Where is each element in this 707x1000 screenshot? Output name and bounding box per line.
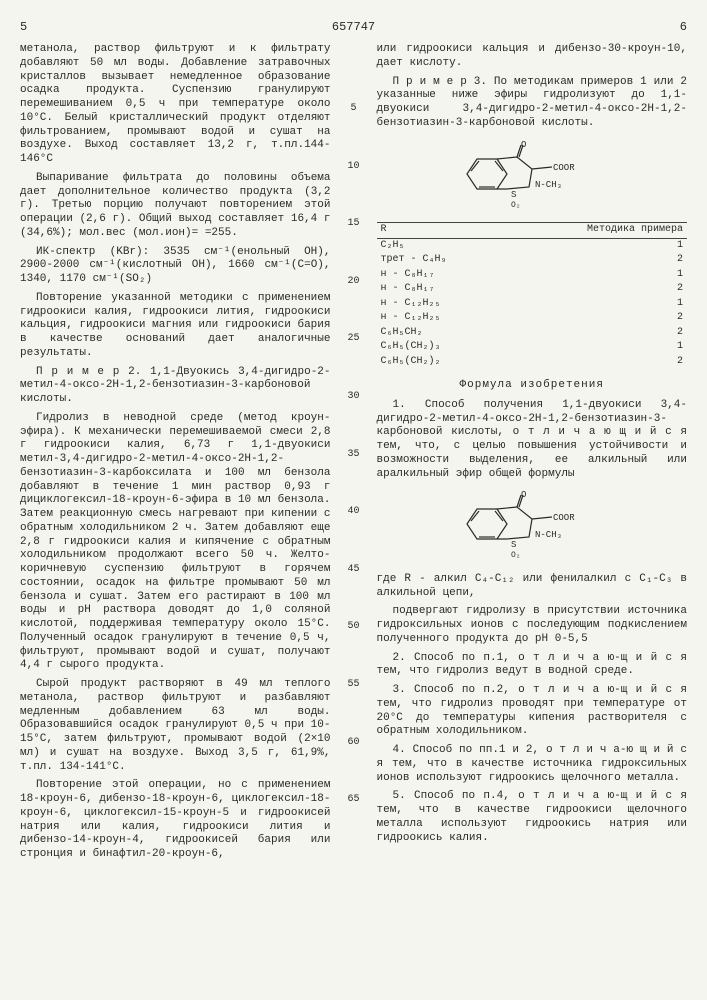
claim: 5. Способ по п.4, о т л и ч а ю-щ и й с …	[377, 790, 688, 845]
table-row: C₆H₅CH₂2	[377, 326, 688, 341]
cell-method: 2	[506, 282, 687, 297]
cell-r: н - C₁₂H₂₅	[377, 311, 506, 326]
cell-r: C₂H₅	[377, 238, 506, 253]
table-row: н - C₈H₁₇2	[377, 282, 688, 297]
table-row: н - C₈H₁₇1	[377, 268, 688, 283]
cell-method: 1	[506, 297, 687, 312]
table-row: C₆H₅(CH₂)₂2	[377, 355, 688, 370]
svg-text:COOR: COOR	[553, 513, 575, 523]
claims-title: Формула изобретения	[377, 379, 688, 393]
th-method: Методика примера	[506, 223, 687, 239]
para: Сырой продукт растворяют в 49 мл теплого…	[20, 678, 331, 774]
line-num: 5	[350, 103, 356, 116]
line-num: 45	[347, 564, 359, 577]
page-header: 5 657747 6	[20, 20, 687, 35]
cell-r: C₆H₅(CH₂)₂	[377, 355, 506, 370]
claim-where: где R - алкил C₄-C₁₂ или фенилалкил с C₁…	[377, 573, 688, 601]
para: Выпаривание фильтрата до половины объема…	[20, 172, 331, 241]
svg-text:S: S	[511, 540, 516, 550]
table-row: н - C₁₂H₂₅2	[377, 311, 688, 326]
cell-method: 2	[506, 326, 687, 341]
line-num: 60	[347, 737, 359, 750]
cell-r: C₆H₅CH₂	[377, 326, 506, 341]
claim: 4. Способ по пп.1 и 2, о т л и ч а-ю щ и…	[377, 744, 688, 785]
example-heading: П р и м е р 3. По методикам примеров 1 и…	[377, 76, 688, 131]
svg-text:O: O	[521, 140, 526, 150]
claim: 3. Способ по п.2, о т л и ч а ю-щ и й с …	[377, 684, 688, 739]
para: ИК-спектр (KBr): 3535 см⁻¹(енольный OH),…	[20, 246, 331, 287]
line-num: 40	[347, 506, 359, 519]
para: метанола, раствор фильтруют и к фильтрат…	[20, 43, 331, 167]
cell-r: н - C₁₂H₂₅	[377, 297, 506, 312]
line-num: 65	[347, 794, 359, 807]
svg-text:N-CH₃: N-CH₃	[535, 530, 562, 540]
table-row: C₂H₅1	[377, 238, 688, 253]
svg-text:COOR: COOR	[553, 163, 575, 173]
chemical-structure-1: O COOR N-CH₃ S O₂	[377, 139, 688, 215]
left-column: метанола, раствор фильтруют и к фильтрат…	[20, 43, 331, 867]
svg-text:O₂: O₂	[511, 201, 521, 209]
two-column-layout: метанола, раствор фильтруют и к фильтрат…	[20, 43, 687, 867]
cell-method: 1	[506, 340, 687, 355]
patent-number: 657747	[332, 20, 375, 35]
table-row: трет - C₄H₉2	[377, 253, 688, 268]
line-num: 10	[347, 161, 359, 174]
para: Повторение этой операции, но с применени…	[20, 779, 331, 862]
cell-method: 1	[506, 238, 687, 253]
line-num: 55	[347, 679, 359, 692]
cell-r: н - C₈H₁₇	[377, 282, 506, 297]
svg-text:O: O	[521, 490, 526, 500]
line-num: 35	[347, 449, 359, 462]
th-r: R	[377, 223, 506, 239]
substituent-table: R Методика примера C₂H₅1трет - C₄H₉2н - …	[377, 222, 688, 369]
cell-method: 2	[506, 311, 687, 326]
right-column: или гидроокиси кальция и дибензо-30-кроу…	[377, 43, 688, 867]
line-num: 20	[347, 276, 359, 289]
svg-text:O₂: O₂	[511, 551, 521, 559]
line-num: 50	[347, 621, 359, 634]
table-row: н - C₁₂H₂₅1	[377, 297, 688, 312]
page-num-right: 6	[680, 20, 687, 35]
svg-text:N-CH₃: N-CH₃	[535, 180, 562, 190]
cell-method: 2	[506, 355, 687, 370]
cell-method: 2	[506, 253, 687, 268]
example-heading: П р и м е р 2. 1,1-Двуокись 3,4-дигидро-…	[20, 366, 331, 407]
cell-r: C₆H₅(CH₂)₃	[377, 340, 506, 355]
table-row: C₆H₅(CH₂)₃1	[377, 340, 688, 355]
para: Повторение указанной методики с применен…	[20, 292, 331, 361]
chemical-structure-2: O COOR N-CH₃ S O₂	[377, 489, 688, 565]
claim: 2. Способ по п.1, о т л и ч а ю-щ и й с …	[377, 652, 688, 680]
para: Гидролиз в неводной среде (метод кроун-э…	[20, 412, 331, 673]
claim: подвергают гидролизу в присутствии источ…	[377, 605, 688, 646]
claim: 1. Способ получения 1,1-двуокиси 3,4-диг…	[377, 399, 688, 482]
cell-r: н - C₈H₁₇	[377, 268, 506, 283]
line-num: 25	[347, 333, 359, 346]
para: или гидроокиси кальция и дибензо-30-кроу…	[377, 43, 688, 71]
svg-text:S: S	[511, 190, 516, 200]
line-number-gutter: 5 10 15 20 25 30 35 40 45 50 55 60 65	[345, 43, 363, 867]
line-num: 30	[347, 391, 359, 404]
page-num-left: 5	[20, 20, 27, 35]
cell-r: трет - C₄H₉	[377, 253, 506, 268]
line-num: 15	[347, 218, 359, 231]
cell-method: 1	[506, 268, 687, 283]
